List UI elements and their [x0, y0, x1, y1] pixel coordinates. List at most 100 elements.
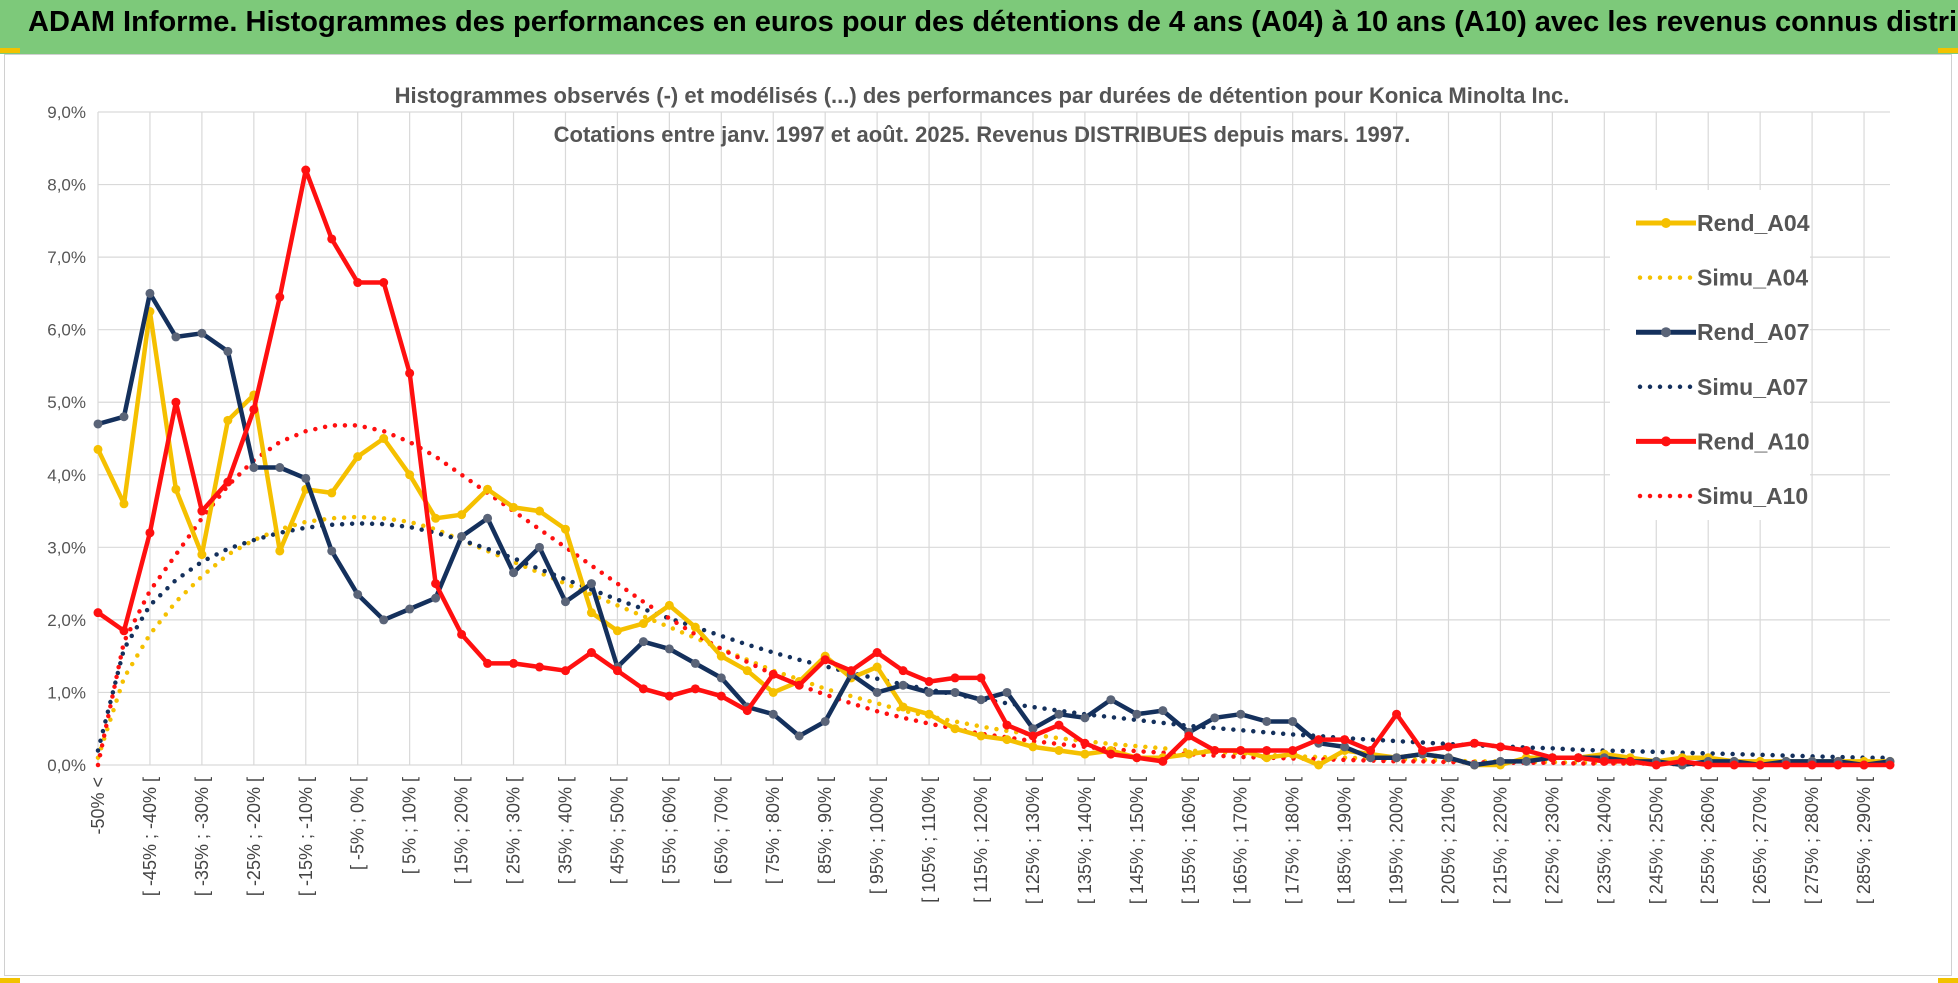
y-tick-label: 8,0%	[47, 176, 86, 195]
data-point	[1781, 760, 1791, 770]
series-line	[95, 521, 1893, 760]
chart-frame	[4, 54, 1952, 976]
data-point	[794, 680, 804, 690]
x-tick-label: [ -5% ; 0% [	[348, 777, 368, 870]
data-point	[197, 328, 207, 338]
data-point	[1106, 749, 1116, 759]
data-point	[820, 716, 830, 726]
data-point	[1132, 753, 1142, 763]
data-point	[768, 709, 778, 719]
x-tick-label: [ 285% ; 290% [	[1854, 777, 1874, 904]
x-tick-label: [ 105% ; 110% [	[919, 777, 939, 903]
data-point	[716, 673, 726, 683]
data-point	[742, 666, 752, 676]
data-point	[1080, 738, 1090, 748]
data-point	[898, 702, 908, 712]
data-point	[483, 484, 493, 494]
x-tick-label: [ 225% ; 230% [	[1542, 777, 1562, 904]
series-line	[96, 167, 1890, 768]
data-point	[560, 524, 570, 534]
data-point	[1495, 756, 1505, 766]
data-point	[457, 531, 467, 541]
data-point	[872, 662, 882, 672]
data-point	[1054, 720, 1064, 730]
x-tick-label: [ 95% ; 100% [	[867, 777, 887, 894]
x-tick-label: [ 275% ; 280% [	[1802, 777, 1822, 904]
data-point	[1885, 760, 1895, 770]
data-point	[1392, 753, 1402, 763]
legend-item: Simu_A07	[1637, 374, 1808, 400]
x-tick-label: [ 15% ; 20% [	[452, 777, 472, 884]
data-point	[1288, 716, 1298, 726]
data-point	[1703, 760, 1713, 770]
data-point	[509, 502, 519, 512]
data-point	[1366, 753, 1376, 763]
data-point	[794, 731, 804, 741]
legend-item: Simu_A04	[1637, 265, 1808, 291]
data-point	[872, 648, 882, 658]
data-point	[1158, 756, 1168, 766]
data-point	[976, 673, 986, 683]
data-point	[924, 709, 934, 719]
data-point	[119, 499, 129, 509]
data-point	[1080, 749, 1090, 759]
data-point	[664, 644, 674, 654]
series-layer	[93, 165, 1895, 770]
data-point	[638, 637, 648, 647]
y-tick-label: 0,0%	[47, 756, 86, 775]
y-tick-label: 9,0%	[47, 103, 86, 122]
data-point	[716, 691, 726, 701]
data-point	[768, 669, 778, 679]
x-tick-label: [ 215% ; 220% [	[1490, 777, 1510, 904]
x-tick-label: [ 75% ; 80% [	[763, 777, 783, 884]
report-title: ADAM Informe. Histogrammes des performan…	[28, 6, 1958, 38]
data-point	[586, 648, 596, 658]
data-point	[509, 568, 519, 578]
data-point	[119, 626, 129, 636]
data-point	[327, 234, 337, 244]
data-point	[1340, 735, 1350, 745]
data-point	[1210, 745, 1220, 755]
corner-accent	[1938, 978, 1958, 983]
data-point	[1573, 753, 1583, 763]
data-point	[197, 550, 207, 560]
data-point	[1340, 742, 1350, 752]
data-point	[353, 278, 363, 288]
data-point	[1184, 749, 1194, 759]
legend-item: Rend_A07	[1636, 319, 1809, 345]
data-point	[379, 278, 389, 288]
legend-background	[1610, 190, 1810, 520]
data-point	[431, 513, 441, 523]
data-point	[586, 608, 596, 618]
data-point	[1366, 745, 1376, 755]
legend-item: Simu_A10	[1637, 483, 1808, 509]
data-point	[560, 666, 570, 676]
data-point	[638, 619, 648, 629]
data-point	[664, 691, 674, 701]
data-point	[976, 731, 986, 741]
data-point	[1002, 687, 1012, 697]
data-point	[950, 673, 960, 683]
data-point	[560, 597, 570, 607]
data-point	[1469, 760, 1479, 770]
data-point	[1443, 742, 1453, 752]
x-tick-label: [ 155% ; 160% [	[1179, 777, 1199, 904]
x-axis-ticks: -50% < [ -45% ; -40% [[ -35% ; -30% [[ -2…	[88, 777, 1874, 904]
x-tick-label: [ 185% ; 190% [	[1335, 777, 1355, 904]
x-tick-label: [ 85% ; 90% [	[815, 777, 835, 884]
data-point	[1833, 760, 1843, 770]
legend-label: Simu_A07	[1697, 374, 1808, 400]
data-point	[1184, 731, 1194, 741]
data-point	[924, 687, 934, 697]
data-point	[223, 477, 233, 487]
data-point	[1859, 760, 1869, 770]
data-point	[171, 332, 181, 342]
data-point	[1002, 735, 1012, 745]
data-point	[950, 687, 960, 697]
data-point	[327, 546, 337, 556]
data-point	[1418, 745, 1428, 755]
x-tick-label: [ 35% ; 40% [	[555, 777, 575, 884]
data-point	[301, 473, 311, 483]
data-point	[1547, 753, 1557, 763]
series-line	[95, 514, 1893, 767]
